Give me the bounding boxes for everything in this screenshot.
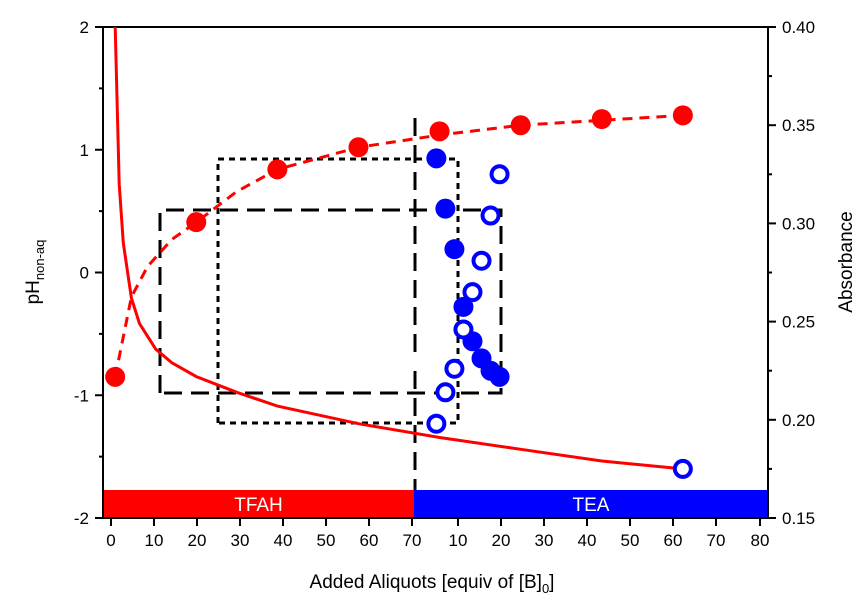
absorbance-point [444, 358, 465, 379]
tea-ph-point [489, 366, 510, 387]
band-label-tea: TEA [573, 495, 610, 516]
y-tick-label: 2 [80, 18, 89, 37]
band-tea [414, 490, 768, 518]
tea-ph-point [435, 198, 456, 219]
bottom-axis: 0 10 20 30 40 50 60 70 10 20 30 40 50 60 70 80 [106, 518, 769, 550]
y2-tick-label: 0.35 [782, 116, 815, 135]
x-tick-label: 70 [707, 531, 726, 550]
y2-tick-label: 0.30 [782, 214, 815, 233]
right-axis: 0.15 0.20 0.25 0.30 0.35 0.40 [768, 18, 815, 528]
x-tick-label: 50 [621, 531, 640, 550]
absorbance-point [435, 382, 456, 403]
tfah-ph-point [591, 109, 612, 130]
x-tick-label: 30 [231, 531, 250, 550]
y2-tick-label: 0.20 [782, 411, 815, 430]
ph-fit-line [113, 113, 683, 378]
x-tick-label: 60 [360, 531, 379, 550]
y2-tick-label: 0.40 [782, 18, 815, 37]
absorbance-point [453, 319, 474, 340]
x-tick-label: 10 [145, 531, 164, 550]
fit-lines [113, 26, 683, 471]
y-tick-label: 1 [80, 141, 89, 160]
x-tick-label: 40 [578, 531, 597, 550]
left-axis: -2 -1 0 1 2 [74, 18, 103, 528]
tfah-ph-point [672, 105, 693, 126]
x-tick-label: 20 [188, 531, 207, 550]
absorbance-point [471, 250, 492, 271]
y2-axis-title: Absorbance [836, 211, 857, 312]
tfah-ph-point [429, 121, 450, 142]
tea-ph-point [426, 148, 447, 169]
x-tick-label: 10 [449, 531, 468, 550]
absorbance-point [480, 205, 501, 226]
y-tick-label: 0 [80, 264, 89, 283]
band-tfah [103, 490, 414, 518]
x-tick-label: 80 [751, 531, 770, 550]
bands-layer: TFAH TEA [103, 490, 768, 518]
absorbance-fit-line [113, 26, 683, 471]
dashed-connector-large [158, 208, 503, 395]
x-tick-label: 70 [403, 531, 422, 550]
connector-lines [158, 118, 503, 490]
y2-tick-label: 0.25 [782, 313, 815, 332]
x-tick-label: 30 [535, 531, 554, 550]
data-points [105, 105, 693, 479]
tea-ph-point [444, 239, 465, 260]
absorbance-point [672, 458, 693, 479]
x-tick-label: 50 [317, 531, 336, 550]
absorbance-point [462, 282, 483, 303]
tfah-ph-point [267, 159, 288, 180]
plot-frame [102, 26, 769, 519]
tea-ph-point [453, 296, 474, 317]
tfah-ph-point [510, 115, 531, 136]
band-label-tfah: TFAH [234, 495, 283, 516]
tfah-ph-point [105, 366, 126, 387]
x-tick-label: 60 [664, 531, 683, 550]
y-tick-label: -2 [74, 509, 89, 528]
absorbance-point [489, 164, 510, 185]
x-axis-title: Added Aliquots [equiv of [B]0] [310, 572, 555, 596]
y2-tick-label: 0.15 [782, 509, 815, 528]
dotted-connector [216, 157, 460, 425]
tfah-ph-point [186, 212, 207, 233]
y-tick-label: -1 [74, 386, 89, 405]
tfah-ph-point [348, 137, 369, 158]
x-tick-label: 0 [106, 531, 115, 550]
x-tick-label: 20 [492, 531, 511, 550]
absorbance-point [426, 413, 447, 434]
x-tick-label: 40 [274, 531, 293, 550]
y-axis-title: pHnon-aq [23, 240, 47, 305]
